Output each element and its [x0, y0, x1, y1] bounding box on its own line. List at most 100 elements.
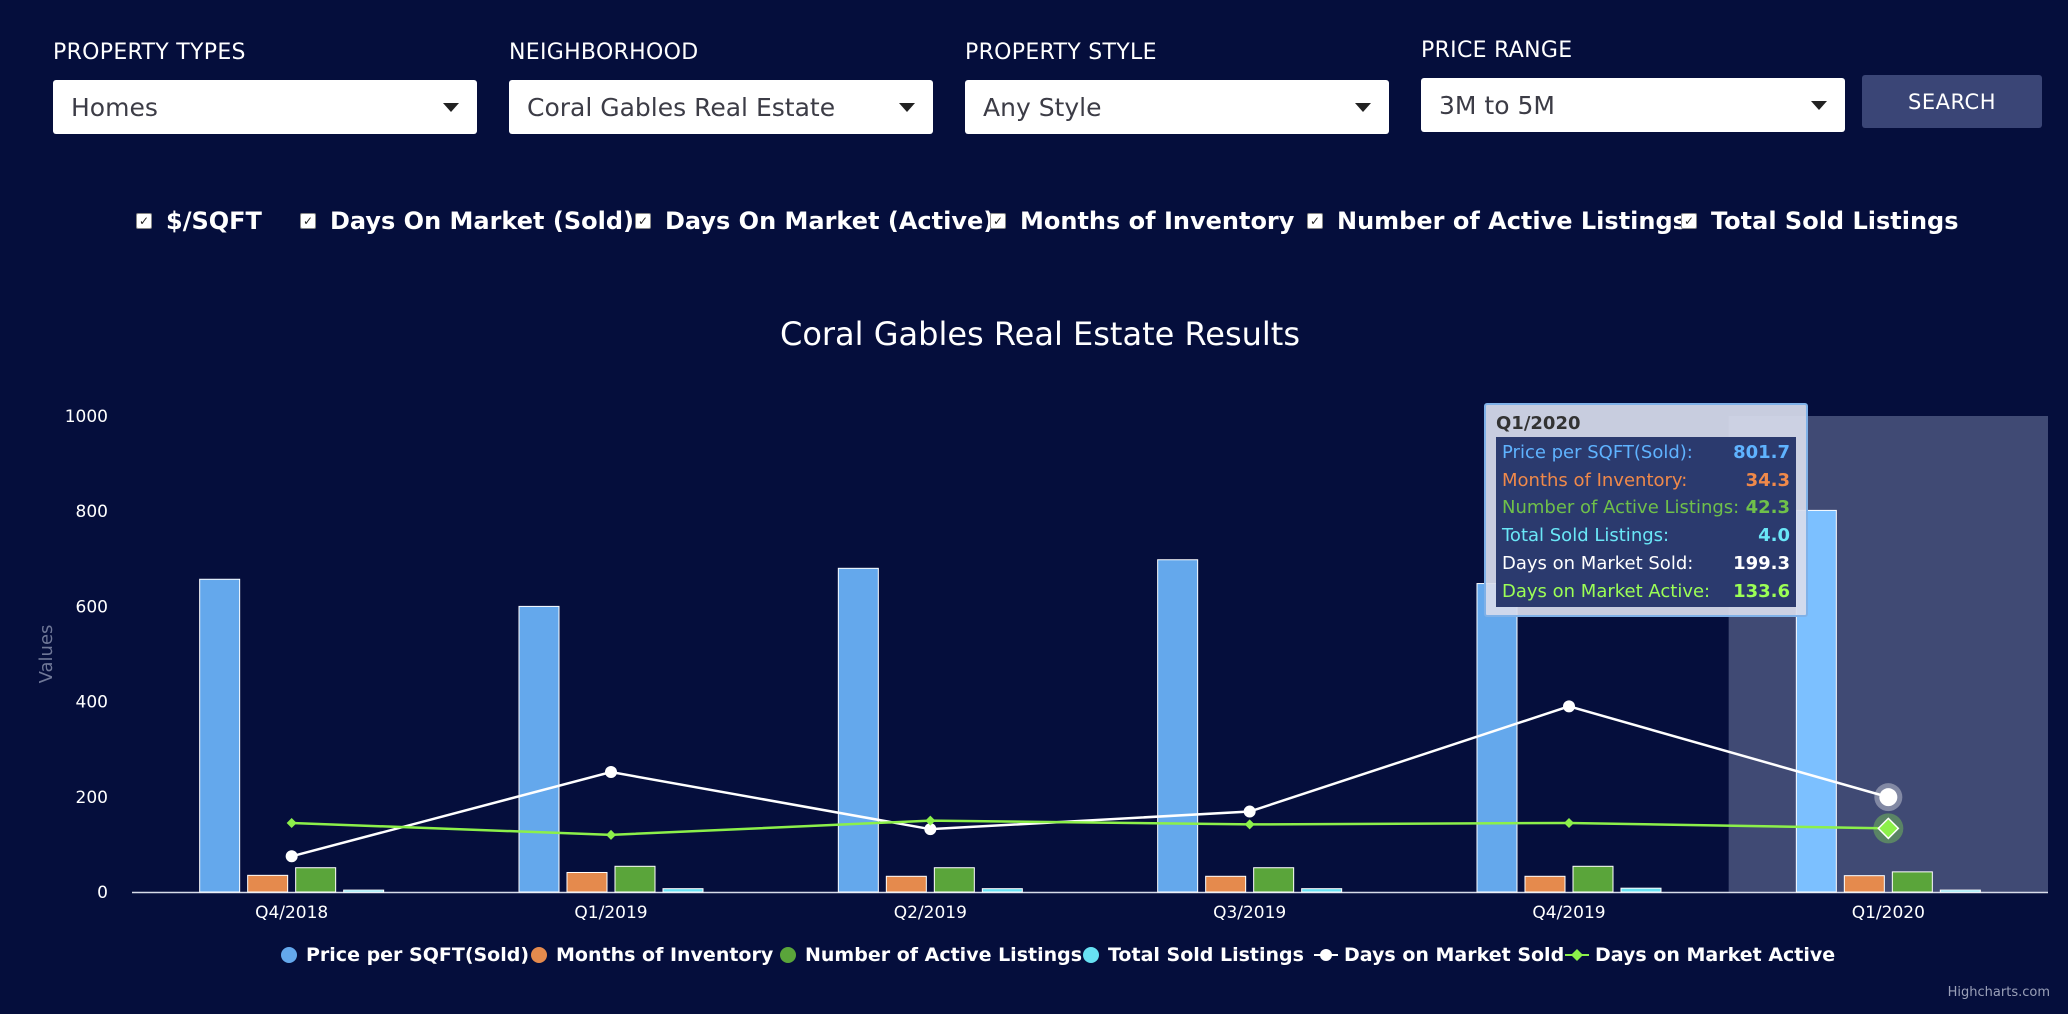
legend-marker-icon	[780, 947, 796, 963]
y-tick-label: 800	[76, 502, 108, 522]
legend-label: Total Sold Listings	[1108, 944, 1304, 966]
line-point	[924, 823, 937, 836]
checkbox-checked-icon[interactable]: ✓	[635, 213, 651, 229]
tooltip-row-label: Number of Active Listings:	[1502, 497, 1740, 519]
bar	[247, 874, 289, 893]
bar	[1620, 887, 1662, 893]
tooltip-title: Q1/2020	[1496, 413, 1581, 434]
legend-label: Days on Market Active	[1595, 944, 1836, 966]
legend-item-total-sold[interactable]: Total Sold Listings	[1082, 944, 1304, 966]
results-chart: Coral Gables Real Estate Results 0 200 400 6…	[36, 315, 2048, 923]
checkbox-days-on-market-sold[interactable]: ✓ Days On Market (Sold)	[300, 207, 634, 235]
chevron-down-icon	[1811, 100, 1827, 110]
chevron-down-icon	[1355, 102, 1371, 112]
neighborhood-select[interactable]: Coral Gables Real Estate	[509, 80, 933, 134]
neighborhood-filter: NEIGHBORHOOD Coral Gables Real Estate	[509, 40, 933, 134]
legend-marker-icon	[1565, 949, 1589, 961]
tooltip-row-value: 199.3	[1733, 552, 1790, 574]
checkbox-checked-icon[interactable]: ✓	[300, 213, 316, 229]
y-tick-label: 200	[76, 788, 108, 808]
tooltip-row: Days on Market Sold: 199.3	[1502, 550, 1790, 578]
bar	[1572, 865, 1614, 893]
series-line	[291, 819, 1889, 837]
tooltip-row: Number of Active Listings: 42.3	[1502, 494, 1790, 522]
checkbox-checked-icon[interactable]: ✓	[1681, 213, 1697, 229]
chevron-down-icon	[443, 102, 459, 112]
bar	[566, 871, 608, 893]
chart-credits[interactable]: Highcharts.com	[1947, 985, 2050, 1000]
y-tick-label: 400	[76, 693, 108, 713]
y-tick-label: 0	[97, 883, 108, 903]
x-tick-label: Q3/2019	[1213, 903, 1286, 923]
x-tick-label: Q4/2018	[255, 903, 328, 923]
bar	[981, 888, 1023, 893]
checkbox-label: Months of Inventory	[1020, 207, 1295, 235]
bar	[1253, 867, 1295, 893]
tooltip-row: Price per SQFT(Sold): 801.7	[1502, 439, 1790, 467]
price-range-select[interactable]: 3M to 5M	[1421, 78, 1845, 132]
checkbox-months-of-inventory[interactable]: ✓ Months of Inventory	[990, 207, 1294, 235]
chart-title: Coral Gables Real Estate Results	[780, 315, 1300, 353]
x-tick-label: Q1/2019	[574, 903, 647, 923]
bar	[885, 875, 927, 893]
checkbox-price-sqft[interactable]: ✓ $/SQFT	[136, 207, 262, 235]
checkbox-label: Total Sold Listings	[1711, 207, 1959, 235]
property-style-label: PROPERTY STYLE	[965, 40, 1157, 65]
bar	[518, 605, 560, 893]
tooltip-row-value: 34.3	[1745, 469, 1790, 491]
bar	[343, 889, 385, 893]
bar	[1939, 889, 1981, 893]
x-tick-label: Q4/2019	[1532, 903, 1605, 923]
property-types-select[interactable]: Homes	[53, 80, 477, 134]
bar	[1476, 583, 1518, 893]
property-style-filter: PROPERTY STYLE Any Style	[965, 40, 1389, 134]
tooltip-row: Days on Market Active: 133.6	[1502, 578, 1790, 606]
line-point	[1563, 700, 1575, 713]
price-range-filter: PRICE RANGE 3M to 5M	[1421, 38, 1845, 132]
tooltip-row-label: Months of Inventory:	[1502, 469, 1688, 491]
bar	[662, 888, 704, 893]
legend-marker-icon	[281, 947, 297, 963]
metric-checkboxes: ✓ $/SQFT ✓ Days On Market (Sold) ✓ Days …	[0, 207, 2068, 247]
legend-item-active-listings[interactable]: Number of Active Listings	[779, 944, 1082, 966]
checkbox-label: Days On Market (Active)	[665, 207, 995, 235]
checkbox-active-listings[interactable]: ✓ Number of Active Listings	[1307, 207, 1687, 235]
checkbox-checked-icon[interactable]: ✓	[990, 213, 1006, 229]
bar	[1205, 875, 1247, 893]
property-style-select[interactable]: Any Style	[965, 80, 1389, 134]
checkbox-days-on-market-active[interactable]: ✓ Days On Market (Active)	[635, 207, 994, 235]
legend-item-dom-active[interactable]: Days on Market Active	[1563, 944, 1835, 966]
price-range-value: 3M to 5M	[1439, 90, 1555, 120]
series-line	[291, 705, 1889, 858]
checkbox-checked-icon[interactable]: ✓	[136, 213, 152, 229]
checkbox-label: $/SQFT	[166, 207, 262, 235]
bar	[837, 567, 879, 893]
line-point	[1564, 817, 1574, 828]
line-point	[1877, 817, 1900, 840]
tooltip-row: Months of Inventory: 34.3	[1502, 467, 1790, 495]
line-point	[606, 829, 616, 840]
tooltip-row: Total Sold Listings: 4.0	[1502, 522, 1790, 550]
legend-item-dom-sold[interactable]: Days on Market Sold	[1312, 944, 1564, 966]
legend-item-price-sqft[interactable]: Price per SQFT(Sold)	[280, 944, 529, 966]
property-style-value: Any Style	[983, 92, 1102, 122]
line-point	[1244, 819, 1255, 830]
chart-legend: Price per SQFT(Sold) Months of Inventory…	[0, 944, 2068, 976]
line-point	[605, 766, 617, 779]
bar	[1524, 875, 1566, 893]
checkbox-total-sold-listings[interactable]: ✓ Total Sold Listings	[1681, 207, 1959, 235]
checkbox-label: Days On Market (Sold)	[330, 207, 634, 235]
neighborhood-value: Coral Gables Real Estate	[527, 92, 836, 122]
legend-marker-icon	[1314, 949, 1338, 961]
checkbox-checked-icon[interactable]: ✓	[1307, 213, 1323, 229]
tooltip-row-value: 801.7	[1733, 442, 1790, 463]
search-button[interactable]: SEARCH	[1862, 75, 2042, 128]
tooltip-row-value: 4.0	[1758, 525, 1790, 547]
bar	[199, 578, 241, 893]
line-point	[285, 850, 298, 863]
x-tick-label: Q1/2020	[1852, 903, 1925, 923]
property-types-value: Homes	[71, 92, 158, 122]
legend-item-months-inventory[interactable]: Months of Inventory	[530, 944, 773, 966]
tooltip-row-value: 133.6	[1733, 580, 1790, 602]
chart-tooltip: Q1/2020 Price per SQFT(Sold): 801.7 Months…	[1484, 403, 1808, 617]
